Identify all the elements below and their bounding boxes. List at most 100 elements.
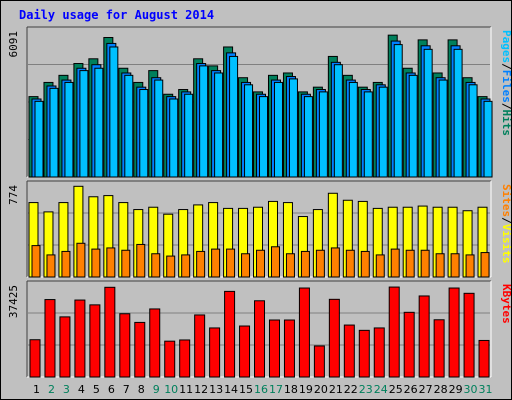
sites-bar xyxy=(360,250,370,278)
pages-bar xyxy=(423,48,433,178)
day-label: 17 xyxy=(269,383,283,396)
kbytes-bar xyxy=(358,329,370,378)
pages-bar xyxy=(438,79,448,178)
legend-entry-visits: Visits xyxy=(500,224,511,264)
sites-bar xyxy=(420,249,430,278)
pages-bar xyxy=(229,55,239,178)
day-label: 6 xyxy=(108,383,115,396)
day-label: 11 xyxy=(179,383,193,396)
day-label: 9 xyxy=(153,383,160,396)
panel-3-max-label: 37425 xyxy=(7,285,20,318)
day-label: 30 xyxy=(464,383,478,396)
sites-bar xyxy=(270,246,280,278)
sites-bar xyxy=(31,245,41,278)
sites-bar xyxy=(435,253,445,278)
sites-bar xyxy=(375,254,385,278)
sites-bar xyxy=(405,249,415,278)
day-label: 20 xyxy=(314,383,328,396)
kbytes-bar xyxy=(403,311,415,378)
sites-bar xyxy=(181,254,191,278)
kbytes-bar xyxy=(74,299,86,378)
day-label: 3 xyxy=(63,383,70,396)
sites-bar xyxy=(285,253,295,278)
kbytes-bar xyxy=(298,287,310,378)
sites-bar xyxy=(121,249,131,278)
pages-bar xyxy=(348,81,358,178)
kbytes-bar xyxy=(343,324,355,378)
sites-bar xyxy=(345,249,355,278)
kbytes-bar xyxy=(283,319,295,378)
pages-bar xyxy=(273,81,283,178)
kbytes-bar xyxy=(478,339,490,378)
day-label: 18 xyxy=(284,383,298,396)
day-label: 1 xyxy=(33,383,40,396)
sites-bar xyxy=(151,253,161,278)
legend-entry-pages: Pages xyxy=(500,30,511,63)
day-label: 8 xyxy=(138,383,145,396)
sites-bar xyxy=(166,255,176,278)
pages-bar xyxy=(109,46,119,178)
day-label: 2 xyxy=(48,383,55,396)
sites-bar xyxy=(315,249,325,278)
pages-bar xyxy=(124,74,134,178)
day-label: 13 xyxy=(209,383,223,396)
kbytes-bar xyxy=(239,325,251,378)
sites-bar xyxy=(106,247,116,278)
day-label: 14 xyxy=(224,383,238,396)
kbytes-bar xyxy=(373,327,385,378)
kbytes-bar xyxy=(134,321,146,378)
legend-entry-hits: Hits xyxy=(500,110,511,137)
sites-bar xyxy=(76,242,86,278)
sites-bar xyxy=(241,253,251,278)
pages-bar xyxy=(244,84,254,178)
kbytes-bar xyxy=(164,340,176,378)
kbytes-bar xyxy=(59,316,71,378)
day-label: 21 xyxy=(329,383,343,396)
pages-bar xyxy=(79,70,89,178)
pages-bar xyxy=(49,87,59,178)
kbytes-bar xyxy=(463,292,475,378)
legend-entry-files: Files xyxy=(500,70,511,103)
day-label: 22 xyxy=(344,383,358,396)
pages-bar xyxy=(468,84,478,178)
day-label: 12 xyxy=(194,383,208,396)
kbytes-bar xyxy=(313,345,325,378)
day-label: 10 xyxy=(164,383,178,396)
pages-bar xyxy=(333,64,343,178)
day-label: 28 xyxy=(434,383,448,396)
day-label: 24 xyxy=(374,383,388,396)
kbytes-bar xyxy=(388,286,400,378)
pages-bar xyxy=(288,78,298,178)
sites-bar xyxy=(256,249,266,278)
sites-bar xyxy=(61,250,71,278)
pages-bar xyxy=(378,86,388,178)
pages-bar xyxy=(154,79,164,178)
panel-1-max-label: 6091 xyxy=(7,31,20,58)
kbytes-bar xyxy=(448,287,460,378)
pages-bar xyxy=(408,74,418,178)
pages-bar xyxy=(94,67,104,178)
sites-bar xyxy=(91,248,101,278)
kbytes-bar xyxy=(224,290,236,378)
sites-bar xyxy=(480,252,490,278)
sites-bar xyxy=(465,254,475,278)
panel-2-legend: Sites/Visits xyxy=(500,184,511,264)
pages-bar xyxy=(34,100,44,178)
day-label: 19 xyxy=(299,383,313,396)
kbytes-bar xyxy=(268,319,280,378)
day-label: 27 xyxy=(419,383,433,396)
sites-bar xyxy=(196,250,206,278)
pages-bar xyxy=(139,89,149,178)
pages-bar xyxy=(483,100,493,178)
kbytes-bar xyxy=(44,299,56,378)
pages-bar xyxy=(214,72,224,178)
panel-3-legend: KBytes xyxy=(500,284,511,324)
kbytes-bar xyxy=(149,308,161,378)
kbytes-bar xyxy=(29,339,41,378)
kbytes-bar xyxy=(104,286,116,378)
pages-bar xyxy=(363,91,373,178)
kbytes-bar xyxy=(89,304,101,378)
sites-bar xyxy=(211,248,221,278)
legend-entry-sites: Sites xyxy=(500,184,511,217)
